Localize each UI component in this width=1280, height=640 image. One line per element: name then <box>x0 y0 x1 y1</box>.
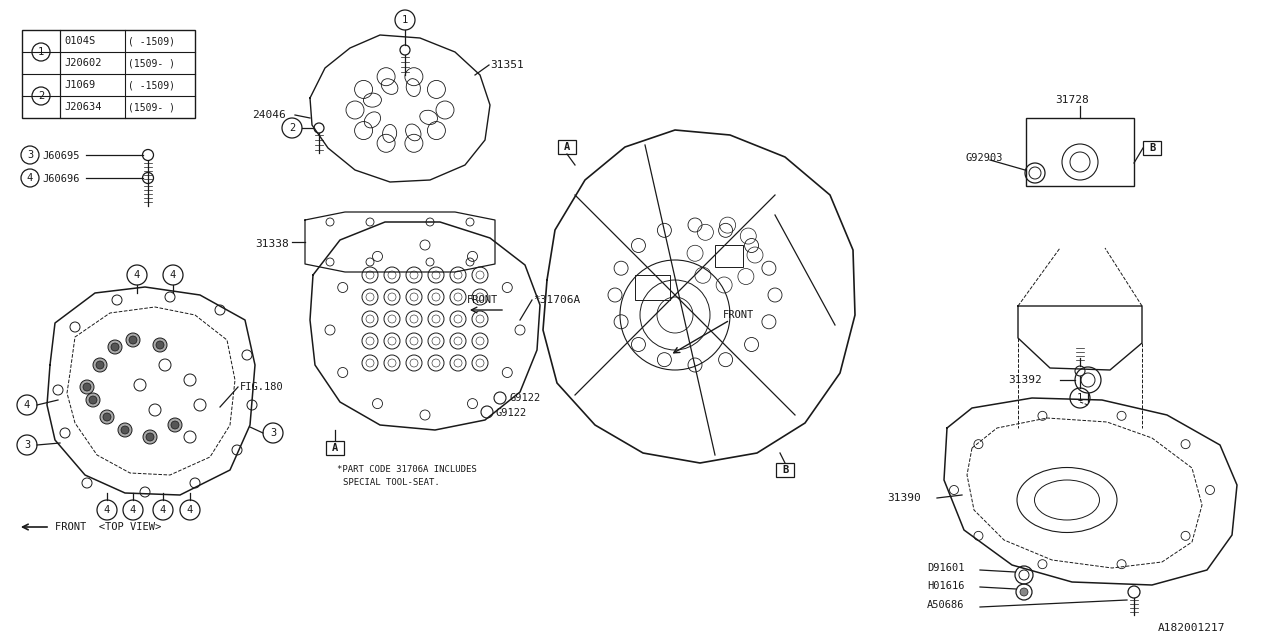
Text: FRONT: FRONT <box>723 310 754 320</box>
Text: FRONT: FRONT <box>467 295 498 305</box>
Text: ( -1509): ( -1509) <box>128 36 175 46</box>
Text: SPECIAL TOOL-SEAT.: SPECIAL TOOL-SEAT. <box>343 478 440 487</box>
Bar <box>635 275 669 300</box>
Text: 2: 2 <box>289 123 296 133</box>
Circle shape <box>125 333 140 347</box>
Text: 31338: 31338 <box>255 239 289 249</box>
Text: A: A <box>564 142 570 152</box>
Text: ( -1509): ( -1509) <box>128 80 175 90</box>
Bar <box>1143 141 1161 155</box>
Circle shape <box>86 393 100 407</box>
Text: *PART CODE 31706A INCLUDES: *PART CODE 31706A INCLUDES <box>337 465 476 474</box>
Circle shape <box>81 380 93 394</box>
Text: 3: 3 <box>270 428 276 438</box>
Bar <box>22 30 195 118</box>
Text: 1: 1 <box>38 47 44 57</box>
Bar <box>776 463 794 477</box>
Text: 4: 4 <box>170 270 177 280</box>
Text: G92903: G92903 <box>965 153 1002 163</box>
Text: (1509- ): (1509- ) <box>128 58 175 68</box>
Bar <box>326 441 344 455</box>
Circle shape <box>100 410 114 424</box>
Text: 31728: 31728 <box>1055 95 1089 105</box>
Text: (1509- ): (1509- ) <box>128 102 175 112</box>
Text: *31706A: *31706A <box>532 295 580 305</box>
Text: J20602: J20602 <box>64 58 101 68</box>
Circle shape <box>129 336 137 344</box>
Circle shape <box>83 383 91 391</box>
Text: H01616: H01616 <box>927 581 965 591</box>
Text: 1: 1 <box>1076 393 1083 403</box>
Bar <box>1027 118 1134 186</box>
Text: 3: 3 <box>27 150 33 160</box>
Circle shape <box>122 426 129 434</box>
Text: J1069: J1069 <box>64 80 95 90</box>
Circle shape <box>93 358 108 372</box>
Bar <box>558 140 576 154</box>
Text: J60696: J60696 <box>42 174 79 184</box>
Text: A: A <box>332 443 338 453</box>
Circle shape <box>146 433 154 441</box>
Text: J20634: J20634 <box>64 102 101 112</box>
Text: 31392: 31392 <box>1009 375 1042 385</box>
Circle shape <box>172 421 179 429</box>
Text: 4: 4 <box>187 505 193 515</box>
Text: 4: 4 <box>129 505 136 515</box>
Text: A50686: A50686 <box>927 600 965 610</box>
Text: FRONT  <TOP VIEW>: FRONT <TOP VIEW> <box>55 522 161 532</box>
Text: 2: 2 <box>38 91 44 101</box>
Text: 31390: 31390 <box>887 493 920 503</box>
Circle shape <box>1020 588 1028 596</box>
Circle shape <box>111 343 119 351</box>
Text: 24046: 24046 <box>252 110 285 120</box>
Text: 4: 4 <box>160 505 166 515</box>
Text: 4: 4 <box>104 505 110 515</box>
Text: J60695: J60695 <box>42 151 79 161</box>
Text: 4: 4 <box>27 173 33 183</box>
Text: 31351: 31351 <box>490 60 524 70</box>
Text: 1: 1 <box>402 15 408 25</box>
Circle shape <box>96 361 104 369</box>
Text: 4: 4 <box>134 270 140 280</box>
Text: 4: 4 <box>24 400 31 410</box>
Text: G9122: G9122 <box>495 408 526 418</box>
Text: D91601: D91601 <box>927 563 965 573</box>
Circle shape <box>168 418 182 432</box>
Circle shape <box>90 396 97 404</box>
Circle shape <box>143 430 157 444</box>
Text: 0104S: 0104S <box>64 36 95 46</box>
Bar <box>716 245 742 267</box>
Text: A182001217: A182001217 <box>1158 623 1225 633</box>
Circle shape <box>118 423 132 437</box>
Circle shape <box>154 338 166 352</box>
Circle shape <box>102 413 111 421</box>
Text: G9122: G9122 <box>509 393 540 403</box>
Circle shape <box>108 340 122 354</box>
Text: FIG.180: FIG.180 <box>241 382 284 392</box>
Text: 3: 3 <box>24 440 31 450</box>
Text: B: B <box>782 465 788 475</box>
Circle shape <box>156 341 164 349</box>
Text: B: B <box>1149 143 1155 153</box>
